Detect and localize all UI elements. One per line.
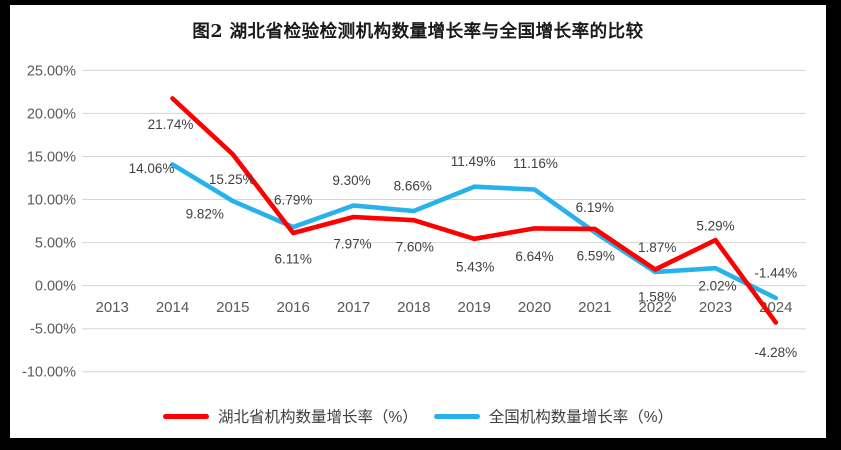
data-label: 9.82%	[186, 207, 224, 222]
data-label: 7.97%	[333, 237, 371, 252]
data-labels-group: 21.74% 15.25% 6.11% 7.97% 7.60% 5.43% 6.64% 6.5…	[129, 117, 798, 360]
x-axis-tick-label: 2013	[96, 299, 129, 316]
data-label: 2.02%	[698, 279, 736, 294]
data-label: -4.28%	[754, 345, 797, 360]
data-label: 8.66%	[394, 179, 432, 194]
y-axis-tick-label: 0.00%	[35, 279, 76, 295]
data-label: 14.06%	[129, 161, 175, 176]
legend-label-national: 全国机构数量增长率（%）	[488, 409, 674, 426]
data-label: 6.64%	[515, 249, 553, 264]
data-label: 5.43%	[456, 259, 494, 274]
data-label: 1.87%	[638, 240, 676, 255]
chart-title: 图2 湖北省检验检测机构数量增长率与全国增长率的比较	[192, 22, 644, 42]
series-lines-group	[170, 96, 779, 325]
y-axis-tick-label: -10.00%	[22, 365, 76, 381]
data-label: 6.19%	[576, 200, 614, 215]
y-axis-tick-label: 15.00%	[27, 150, 76, 166]
legend-item-national: 全国机构数量增长率（%）	[433, 405, 674, 427]
y-axis-labels-group: 25.00% 20.00% 15.00% 10.00% 5.00% 0.00% -5.00%…	[22, 63, 76, 380]
data-label: 21.74%	[148, 117, 194, 132]
y-axis-tick-label: 20.00%	[27, 106, 76, 122]
x-axis-tick-label: 2021	[578, 299, 611, 316]
chart-canvas: 图2 湖北省检验检测机构数量增长率与全国增长率的比较 25.00% 20.00% 1…	[10, 5, 826, 438]
data-label: 9.30%	[332, 173, 370, 188]
data-label: 11.49%	[451, 154, 496, 169]
x-axis-tick-label: 2017	[337, 299, 370, 316]
national-series-line	[170, 162, 779, 301]
y-axis-tick-label: 5.00%	[35, 236, 76, 252]
x-axis-tick-label: 2016	[277, 299, 310, 316]
legend-item-hubei: 湖北省机构数量增长率（%）	[162, 405, 418, 427]
y-axis-tick-label: 25.00%	[27, 63, 76, 79]
x-axis-labels-group: 2013 2014 2015 2016 2017 2018 2019 2020 2021 2022…	[96, 299, 793, 316]
data-label: 6.79%	[274, 193, 312, 208]
hubei-line-swatch-icon	[162, 413, 209, 419]
data-label: 1.58%	[638, 290, 676, 305]
data-label: -1.44%	[754, 266, 797, 281]
y-axis-tick-label: -5.00%	[30, 322, 76, 338]
data-label: 6.11%	[275, 252, 312, 267]
data-label: 7.60%	[396, 240, 434, 255]
x-axis-tick-label: 2020	[518, 299, 551, 316]
x-axis-tick-label: 2022	[639, 299, 672, 316]
data-label: 11.16%	[513, 156, 558, 171]
plot-area: 25.00% 20.00% 15.00% 10.00% 5.00% 0.00% -5.00%…	[22, 63, 806, 381]
data-label: 15.25%	[209, 172, 255, 187]
x-axis-tick-label: 2015	[216, 299, 249, 316]
hubei-series-line	[170, 96, 779, 325]
legend-label-hubei: 湖北省机构数量增长率（%）	[217, 409, 418, 426]
x-axis-tick-label: 2018	[397, 299, 430, 316]
data-label: 5.29%	[696, 219, 734, 234]
x-axis-tick-label: 2023	[699, 299, 732, 316]
chart-legend: 湖北省机构数量增长率（%） 全国机构数量增长率（%）	[10, 403, 826, 429]
x-axis-tick-label: 2014	[156, 299, 189, 316]
national-line-swatch-icon	[433, 413, 480, 419]
x-axis-tick-label: 2019	[458, 299, 491, 316]
data-label: 6.59%	[577, 248, 615, 263]
y-axis-tick-label: 10.00%	[27, 193, 76, 209]
